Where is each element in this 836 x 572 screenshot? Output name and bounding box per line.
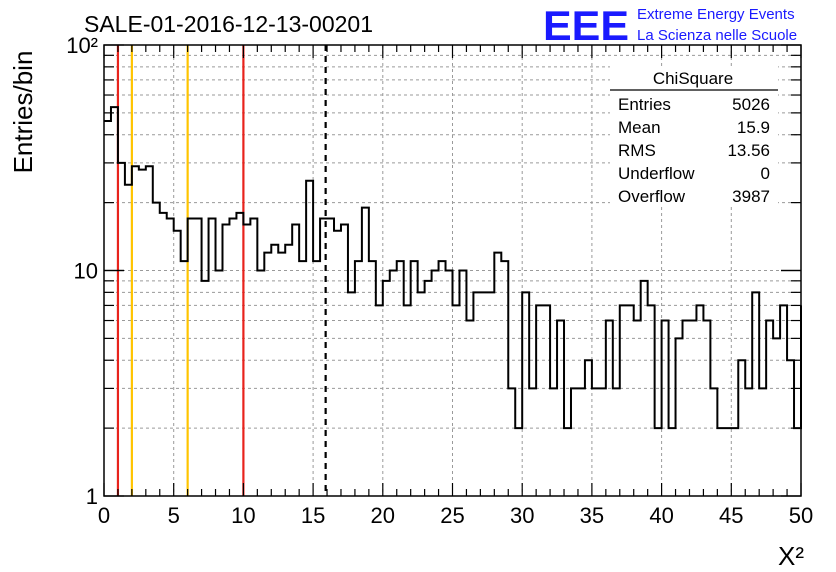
stats-label-entries: Entries: [618, 95, 671, 114]
stats-label-mean: Mean: [618, 118, 661, 137]
x-tick-label: 25: [440, 503, 464, 528]
histogram: [104, 106, 802, 430]
x-tick-label: 40: [649, 503, 673, 528]
x-tick-label: 15: [301, 503, 325, 528]
histogram-outline: [104, 106, 802, 430]
eee-logo: EEE Extreme Energy Events La Scienza nel…: [543, 2, 797, 49]
stats-box: ChiSquare Entries 5026 Mean 15.9 RMS 13.…: [610, 66, 778, 206]
x-tick-label: 45: [719, 503, 743, 528]
stats-label-overflow: Overflow: [618, 187, 686, 206]
x-tick-label: 20: [371, 503, 395, 528]
y-tick-label: 10²: [66, 33, 98, 58]
stats-label-underflow: Underflow: [618, 164, 695, 183]
logo-line-1: Extreme Energy Events: [637, 6, 795, 23]
y-tick-label: 10: [74, 259, 98, 284]
y-tick-label: 1: [86, 484, 98, 509]
axes: 0 5 10 15 20 25 30 35 40 45 50 1 10 10²: [66, 33, 813, 528]
x-tick-label: 0: [98, 503, 110, 528]
stats-box-background: [610, 66, 778, 206]
stats-value-underflow: 0: [761, 164, 770, 183]
x-tick-label: 10: [231, 503, 255, 528]
stats-value-mean: 15.9: [737, 118, 770, 137]
x-axis-label: X²: [778, 541, 804, 571]
x-tick-label: 35: [580, 503, 604, 528]
stats-value-entries: 5026: [732, 95, 770, 114]
stats-value-overflow: 3987: [732, 187, 770, 206]
stats-title: ChiSquare: [653, 69, 733, 88]
x-tick-label: 30: [510, 503, 534, 528]
chart-title: SALE-01-2016-12-13-00201: [84, 11, 373, 37]
stats-value-rms: 13.56: [727, 141, 770, 160]
x-tick-label: 50: [789, 503, 813, 528]
stats-label-rms: RMS: [618, 141, 656, 160]
x-tick-label: 5: [168, 503, 180, 528]
y-axis-label: Entries/bin: [8, 51, 38, 174]
logo-mark: EEE: [543, 2, 629, 49]
logo-line-2: La Scienza nelle Scuole: [637, 27, 797, 44]
